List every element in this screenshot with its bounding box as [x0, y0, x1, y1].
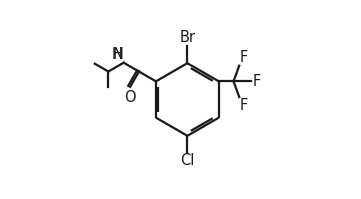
Text: Br: Br [179, 30, 195, 45]
Text: N: N [113, 47, 124, 62]
Text: H: H [112, 47, 123, 62]
Text: F: F [240, 50, 248, 65]
Text: F: F [252, 74, 260, 89]
Text: O: O [124, 90, 136, 105]
Text: F: F [240, 98, 248, 113]
Text: Cl: Cl [180, 153, 195, 169]
